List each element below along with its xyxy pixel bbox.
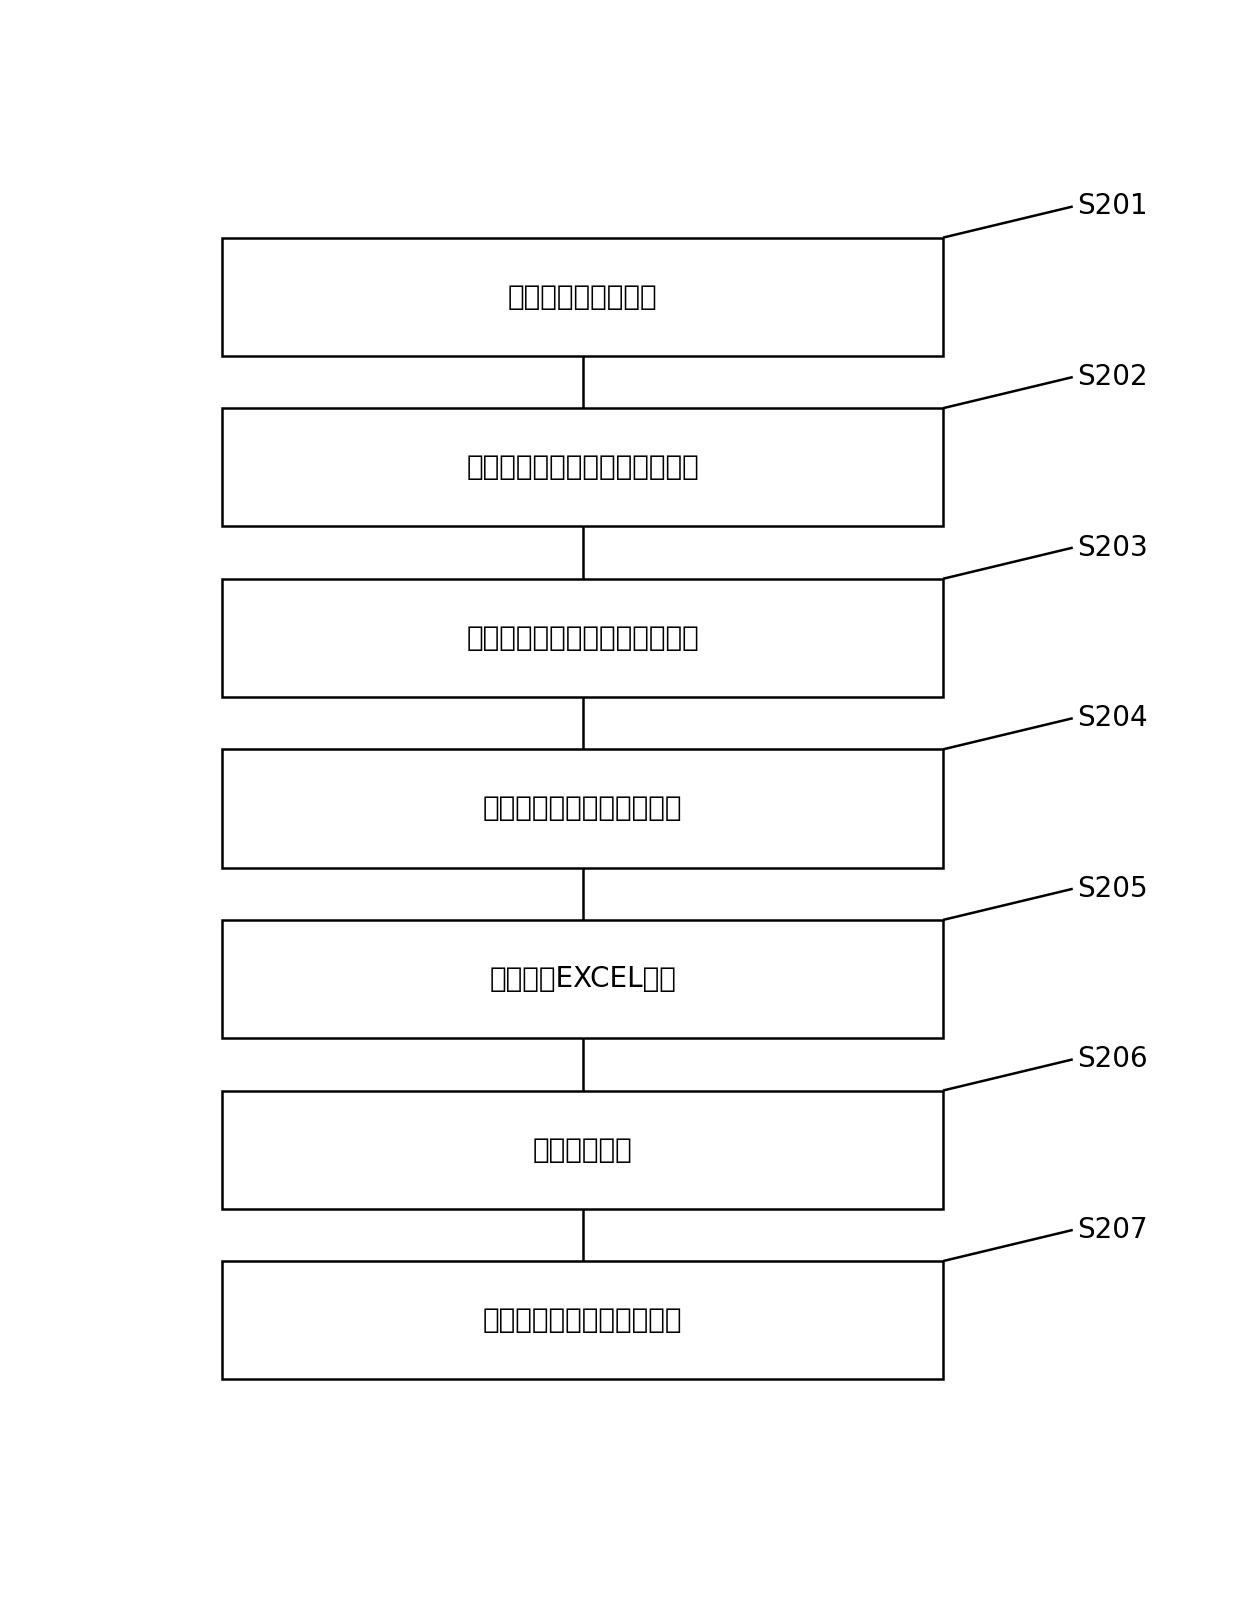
- Text: 导入处理软件: 导入处理软件: [533, 1135, 632, 1164]
- Bar: [222, 579, 942, 697]
- Text: S205: S205: [1078, 875, 1148, 902]
- Text: 整理生成EXCEL文件: 整理生成EXCEL文件: [490, 965, 676, 993]
- Text: 准备三维激光扫描仪: 准备三维激光扫描仪: [508, 283, 657, 310]
- Bar: [222, 238, 942, 356]
- Text: S201: S201: [1078, 192, 1148, 220]
- Text: S206: S206: [1078, 1045, 1148, 1074]
- Text: 标绘平面图和生成三维立体: 标绘平面图和生成三维立体: [482, 1307, 682, 1334]
- Text: 拆迁户精确调查及面积量算: 拆迁户精确调查及面积量算: [482, 794, 682, 823]
- Text: S207: S207: [1078, 1216, 1148, 1243]
- Text: 沿拆迁红线走向对实物进行扫描: 沿拆迁红线走向对实物进行扫描: [466, 453, 699, 482]
- Bar: [222, 407, 942, 527]
- Bar: [222, 1261, 942, 1379]
- Text: S203: S203: [1078, 534, 1148, 561]
- Text: S204: S204: [1078, 705, 1148, 733]
- Text: 沿拆迁红线范围对实物进行扫描: 沿拆迁红线范围对实物进行扫描: [466, 624, 699, 652]
- Bar: [222, 920, 942, 1038]
- Bar: [222, 749, 942, 868]
- Text: S202: S202: [1078, 364, 1148, 391]
- Bar: [222, 1090, 942, 1210]
